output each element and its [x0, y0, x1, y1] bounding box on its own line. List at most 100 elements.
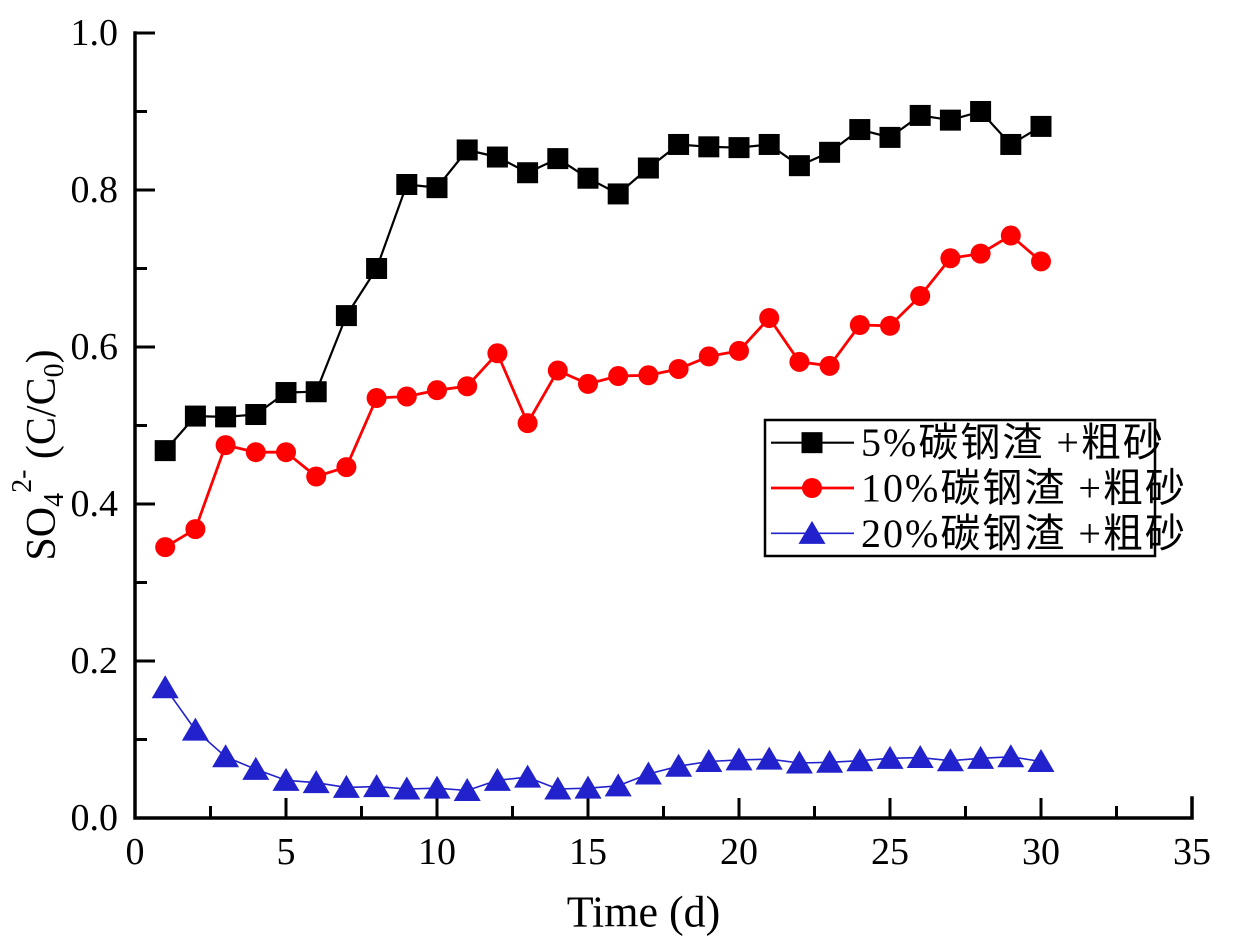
series-1-point	[759, 307, 780, 328]
y-tick-label: 0.6	[71, 326, 119, 368]
series-2-point	[604, 773, 632, 797]
y-tick-label: 1.0	[71, 12, 119, 54]
series-1-point	[698, 346, 719, 367]
series-0-point	[819, 141, 841, 163]
series-2-point	[725, 747, 753, 771]
series-0-point	[1030, 115, 1052, 137]
series-2-point	[242, 756, 270, 780]
series-0-point	[154, 440, 176, 462]
x-tick-label: 25	[871, 831, 909, 873]
series-0-point	[366, 258, 388, 279]
series-0-point	[970, 101, 992, 122]
x-axis-title: Time (d)	[567, 888, 721, 937]
legend-label: 20%碳钢渣 +粗砂	[861, 511, 1187, 556]
series-1-point	[396, 386, 417, 407]
series-2-point	[997, 744, 1025, 768]
series-1-point	[849, 315, 870, 336]
series-0-point	[486, 146, 508, 168]
series-0-point	[547, 148, 569, 170]
series-0-point	[245, 404, 267, 426]
series-0-point	[577, 167, 599, 189]
series-1-point	[578, 373, 598, 394]
legend-marker	[798, 520, 826, 544]
series-2-point	[302, 770, 330, 794]
series-1-point	[910, 285, 931, 306]
series-1-point	[336, 457, 357, 478]
series-1-point	[185, 519, 206, 540]
series-2-point	[483, 767, 511, 791]
series-1-point	[427, 380, 447, 401]
legend-marker	[802, 478, 822, 498]
y-tick-label: 0.8	[71, 169, 119, 211]
series-1-point	[970, 243, 991, 264]
series-2-point	[785, 750, 813, 774]
series-0-point	[849, 119, 871, 141]
series-1-point	[547, 360, 568, 381]
series-1-point	[729, 340, 749, 361]
series-0-point	[275, 382, 297, 404]
series-0-point	[637, 157, 659, 179]
series-2-point	[967, 745, 995, 769]
series-1-point	[789, 351, 810, 372]
series-1-point	[457, 376, 478, 397]
series-2-point	[514, 764, 542, 788]
legend-label: 5%碳钢渣 +粗砂	[861, 420, 1165, 465]
series-2-point	[332, 774, 360, 798]
series-2-point	[151, 675, 179, 699]
series-0-point	[909, 104, 931, 126]
x-tick-label: 35	[1173, 831, 1211, 873]
series-0-point	[879, 126, 901, 148]
series-0-point	[305, 381, 327, 403]
series-2-point	[363, 774, 391, 798]
y-tick-label: 0.0	[71, 797, 119, 839]
series-2-point	[212, 744, 240, 768]
series-0-point	[215, 406, 237, 428]
series-1-point	[880, 315, 900, 336]
series-1-point	[245, 442, 266, 463]
series-1-point	[155, 537, 176, 558]
x-tick-label: 10	[418, 831, 456, 873]
series-2-point	[755, 746, 783, 770]
x-tick-label: 15	[569, 831, 607, 873]
x-tick-label: 0	[126, 831, 145, 873]
series-0-point	[668, 133, 690, 155]
series-2-point	[936, 748, 964, 772]
series-1-point	[940, 248, 961, 269]
series-2-point	[876, 745, 904, 769]
series-1-point	[1031, 251, 1051, 272]
series-0-point	[939, 109, 961, 131]
series-0-point	[788, 155, 810, 177]
series-0-point	[456, 139, 478, 161]
series-2-point	[634, 761, 662, 785]
series-1-point	[276, 442, 296, 463]
series-2-point	[695, 748, 723, 772]
series-2-point	[393, 776, 421, 800]
series-0-point	[728, 137, 750, 159]
series-1-point	[487, 343, 508, 364]
series-2-point	[816, 749, 844, 773]
series-2-point	[1027, 748, 1055, 772]
legend-marker	[801, 432, 823, 454]
series-0-point	[184, 405, 206, 427]
series-0-point	[426, 177, 448, 199]
series-2-point	[423, 775, 451, 799]
series-1-point	[668, 358, 689, 379]
series-2-point	[544, 776, 572, 800]
y-tick-label: 0.2	[71, 640, 119, 682]
series-1-point	[517, 413, 538, 434]
series-2-point	[665, 753, 693, 777]
series-0-point	[1000, 133, 1022, 155]
series-0-point	[758, 133, 780, 155]
series-1-point	[366, 388, 387, 409]
series-0-point	[698, 136, 720, 158]
series-2-point	[906, 745, 934, 769]
series-0-point	[335, 305, 357, 327]
series-1-point	[638, 365, 659, 386]
series-2-point	[846, 748, 874, 772]
series-2-point	[574, 775, 602, 799]
x-tick-label: 30	[1022, 831, 1060, 873]
series-0-point	[517, 162, 539, 184]
series-1-point	[306, 466, 327, 487]
